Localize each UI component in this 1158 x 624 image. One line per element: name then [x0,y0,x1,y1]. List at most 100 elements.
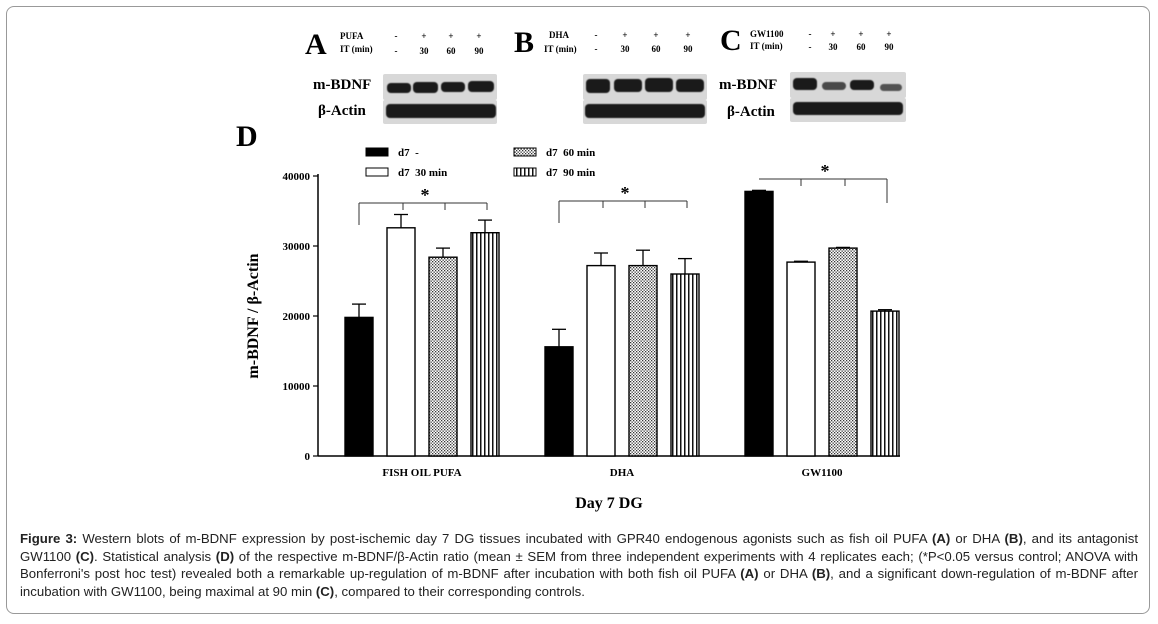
bar [870,310,900,457]
bar-chart: D 0 10000 20000 30000 40000 m-BDNF / β-Actin D… [236,120,900,512]
x-category-label: GW1100 [802,467,843,479]
legend-swatch [513,167,537,177]
blot-a-treatment-value: + [476,31,482,41]
blot-a-time-value: 90 [474,46,484,56]
blot-a-time-value: 30 [419,46,429,56]
caption-text: Western blots of m-BDNF expression by po… [20,531,1138,599]
blot-c-time-value: - [808,42,812,52]
caption-label: Figure 3: [20,531,78,546]
blot-c-treatment-value: - [808,29,812,39]
significance-bracket: * [358,185,488,225]
legend-label: d7 - [398,147,419,159]
significance-star: * [621,183,630,203]
chart-legend: d7 - d7 30 min d7 60 min d7 90 min [365,147,595,179]
blot-b-treatment-value: + [622,30,628,40]
blot-a-treatment-label: PUFA [340,31,364,41]
blot-band [586,79,610,93]
y-tick-label: 40000 [283,171,311,183]
bar [544,346,574,457]
legend-swatch [513,147,537,157]
blot-c-treatment-value: + [886,29,892,39]
blot-c-time-value: 30 [828,42,838,52]
figure-frame [6,6,1150,614]
y-tick-label: 20000 [283,311,311,323]
bar [828,247,858,457]
bar [744,190,774,457]
blot-band [645,78,673,92]
blot-a-treatment-value: + [448,31,454,41]
blot-b-treatment-value: - [594,30,598,40]
bar [786,261,816,457]
x-axis-label: Day 7 DG [575,495,643,512]
blot-letter-a: A [305,28,327,61]
bar [470,231,500,457]
significance-bracket: * [558,183,688,223]
significance-bracket: * [759,161,888,203]
blot-c-treatment-label: GW1100 [750,29,784,39]
blot-band [850,80,874,90]
blot-band [413,82,438,93]
blot-band [793,78,817,90]
blot-c-time-label: IT (min) [750,41,783,51]
blot-letter-b: B [514,26,535,59]
y-tick-label: 30000 [283,241,311,253]
blot-c-time-value: 60 [856,42,866,52]
blot-c-time-value: 90 [884,42,894,52]
legend-swatch [365,147,389,157]
bar [670,273,700,457]
bar [586,264,616,457]
caption-panel-ref: (D) [215,548,235,564]
blot-c-treatment-value: + [830,29,836,39]
caption-panel-ref: (A) [740,566,759,581]
bar [386,227,416,457]
blot-b-treatment-value: + [685,30,691,40]
blot-band [614,79,642,92]
x-category-label: DHA [610,467,635,479]
significance-star: * [421,185,430,205]
chart-bars: FISH OIL PUFA DHA GW1100 [344,189,900,479]
legend-label: d7 30 min [398,167,447,179]
legend-label: d7 60 min [546,147,595,159]
bar [628,264,658,457]
blot-band [441,82,465,92]
caption-panel-ref: (A) [931,531,951,546]
legend-swatch [365,167,389,177]
blot-band [822,82,846,90]
significance-star: * [821,161,830,181]
blot-band [387,83,411,93]
blot-a-time-label: IT (min) [340,44,373,54]
caption-panel-ref: (C) [75,548,95,564]
blot-band [468,81,494,92]
x-category-label: FISH OIL PUFA [382,467,461,479]
blot-a-treatment-value: + [421,31,427,41]
blot-b-time-label: IT (min) [544,44,577,54]
blot-b-time-value: 30 [620,44,630,54]
blot-a-treatment-value: - [394,31,398,41]
blot-band [793,102,903,115]
blot-c-row-label-actin: β-Actin [727,104,775,120]
caption-panel-ref: (B) [811,566,831,581]
blot-a-row-label-actin: β-Actin [318,103,366,119]
blot-a-row-label-mbdnf: m-BDNF [313,77,372,93]
blot-band [585,104,705,118]
y-tick-label: 10000 [283,381,311,393]
caption-panel-ref: (C) [315,583,335,599]
legend-label: d7 90 min [546,167,595,179]
blot-c-row-label-mbdnf: m-BDNF [719,77,778,93]
blot-b-time-value: - [594,44,598,54]
significance-brackets: * * * [358,161,888,225]
y-tick-label: 0 [305,451,311,463]
blot-band [386,104,496,118]
blot-c-treatment-value: + [858,29,864,39]
blot-letter-c: C [720,24,742,57]
blot-b-treatment-value: + [653,30,659,40]
y-axis-label: m-BDNF / β-Actin [245,253,262,378]
panel-letter-d: D [236,120,258,153]
blot-b-treatment-label: DHA [549,30,569,40]
blot-a-time-value: - [394,46,398,56]
figure-caption: Figure 3: Western blots of m-BDNF expres… [20,530,1138,600]
bar [344,316,374,457]
blot-band [676,79,704,92]
blot-band [880,84,902,91]
blot-b-time-value: 90 [683,44,693,54]
